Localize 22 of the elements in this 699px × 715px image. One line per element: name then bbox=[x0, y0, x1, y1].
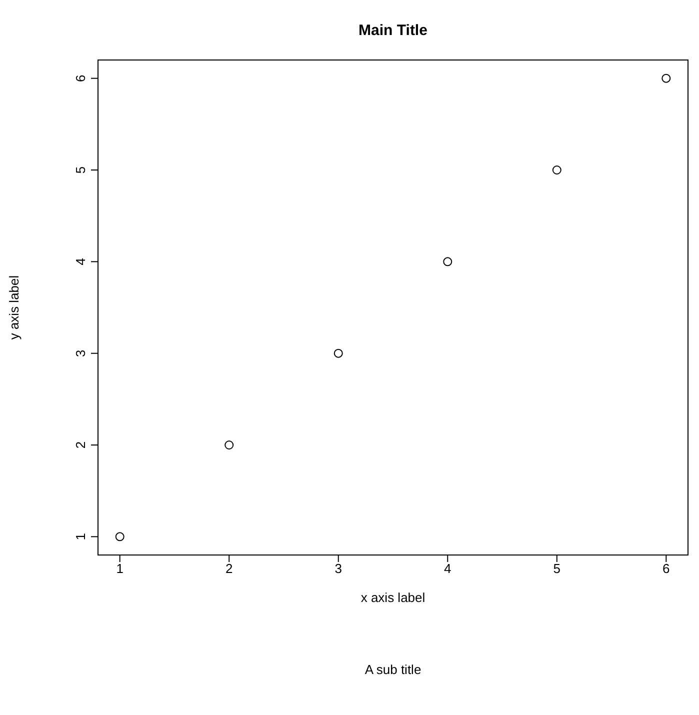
point bbox=[224, 440, 234, 450]
x-tick-label: 1 bbox=[116, 561, 124, 576]
x-tick-label: 3 bbox=[334, 561, 342, 576]
point bbox=[662, 74, 671, 83]
y-tick-label: 2 bbox=[73, 441, 88, 449]
y-tick-label: 4 bbox=[73, 258, 88, 266]
y-tick-label: 1 bbox=[73, 533, 88, 540]
y-tick-label: 5 bbox=[73, 166, 88, 174]
y-axis-title: y axis label bbox=[6, 275, 22, 340]
x-axis-title: x axis label bbox=[360, 590, 426, 605]
x-tick-label: 4 bbox=[444, 561, 452, 576]
x-tick-label: 2 bbox=[225, 561, 233, 576]
point bbox=[115, 532, 124, 542]
x-tick-label: 5 bbox=[553, 561, 561, 576]
y-tick-label: 3 bbox=[73, 350, 88, 357]
point bbox=[443, 257, 452, 266]
x-tick-label: 6 bbox=[662, 561, 670, 576]
point bbox=[334, 348, 343, 358]
y-tick-label: 6 bbox=[73, 74, 88, 82]
point bbox=[552, 166, 562, 174]
chart-title: Main Title bbox=[358, 22, 428, 39]
text: A sub title bbox=[364, 662, 422, 677]
